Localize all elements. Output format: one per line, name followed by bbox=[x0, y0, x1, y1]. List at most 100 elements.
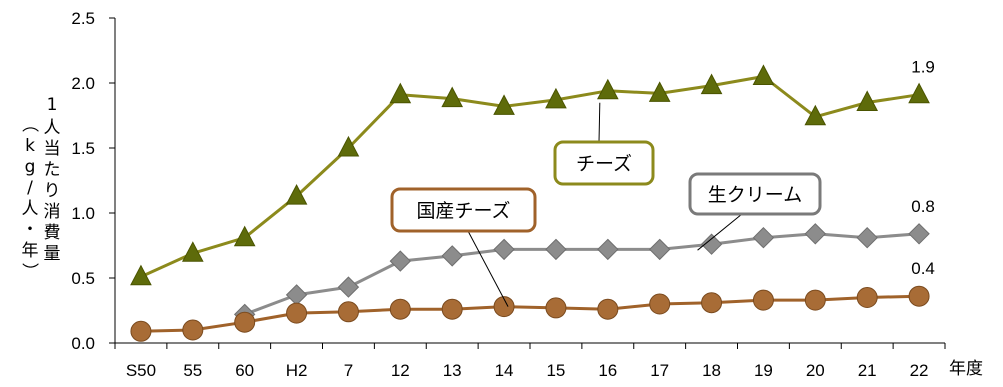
x-tick-label: 7 bbox=[344, 361, 353, 380]
data-point bbox=[130, 264, 152, 286]
y-tick-label: 2.5 bbox=[71, 9, 95, 28]
data-point bbox=[389, 250, 412, 272]
y-unit-char: / bbox=[27, 178, 33, 198]
callout-leader bbox=[697, 213, 743, 251]
data-point bbox=[752, 289, 774, 311]
y-unit-char: g bbox=[25, 157, 36, 177]
data-point bbox=[597, 238, 619, 261]
data-point bbox=[597, 298, 619, 320]
data-point bbox=[804, 289, 826, 311]
x-tick-label: 12 bbox=[391, 361, 410, 380]
y-tick-label: 0.5 bbox=[71, 269, 95, 288]
y-axis-unit-label: （ kg/人・年 ） bbox=[19, 116, 39, 280]
data-point bbox=[441, 245, 463, 267]
data-point bbox=[389, 82, 412, 104]
data-point bbox=[233, 225, 256, 247]
y-title-char: 当 bbox=[44, 139, 61, 159]
data-point bbox=[545, 87, 567, 109]
data-point bbox=[285, 184, 308, 205]
x-tick-label: 20 bbox=[806, 361, 825, 380]
series-callout: 生クリーム bbox=[688, 172, 822, 251]
end-value-label: 1.9 bbox=[911, 58, 935, 77]
legend-label: 生クリーム bbox=[708, 184, 802, 206]
data-point bbox=[700, 73, 723, 95]
data-point bbox=[545, 238, 567, 261]
callout-box bbox=[390, 187, 537, 233]
x-tick-label: 60 bbox=[235, 361, 254, 380]
data-point bbox=[545, 297, 567, 319]
data-point bbox=[182, 319, 204, 341]
data-point bbox=[285, 284, 308, 306]
y-unit-char: 人 bbox=[22, 199, 39, 219]
data-point bbox=[649, 293, 671, 315]
y-unit-char: 年 bbox=[22, 241, 39, 261]
x-tick-label: 22 bbox=[910, 361, 929, 380]
legend-label: 国産チーズ bbox=[416, 200, 510, 222]
callout-box bbox=[688, 172, 822, 216]
x-tick-label: 21 bbox=[858, 361, 877, 380]
y-title-char: た bbox=[44, 160, 61, 180]
y-title-char: 消 bbox=[44, 202, 61, 222]
y-title-char: り bbox=[44, 181, 61, 201]
data-point bbox=[493, 296, 515, 318]
series-callout: チーズ bbox=[553, 102, 655, 186]
data-point bbox=[856, 90, 879, 111]
callout-leader bbox=[467, 230, 509, 307]
data-point bbox=[181, 241, 204, 262]
data-point bbox=[908, 223, 930, 245]
data-point bbox=[804, 223, 827, 245]
x-tick-label: 13 bbox=[443, 361, 462, 380]
x-tick-label: S50 bbox=[126, 361, 156, 380]
data-point bbox=[286, 302, 308, 324]
data-point bbox=[596, 78, 619, 100]
callout-box bbox=[553, 140, 655, 186]
data-point bbox=[493, 94, 515, 115]
series-2: 0.4 bbox=[130, 259, 935, 342]
data-point bbox=[804, 104, 827, 126]
y-tick-label: 2.0 bbox=[71, 74, 95, 93]
x-tick-label: 17 bbox=[650, 361, 669, 380]
y-title-char: 1 bbox=[47, 95, 58, 115]
data-point bbox=[648, 238, 671, 261]
data-point bbox=[441, 298, 463, 320]
series-0: 1.9 bbox=[130, 58, 935, 286]
data-point bbox=[752, 64, 775, 85]
x-tick-label: 55 bbox=[183, 361, 202, 380]
y-unit-char: ） bbox=[19, 263, 39, 280]
y-tick-label: 1.5 bbox=[71, 139, 95, 158]
x-tick-label: 18 bbox=[702, 361, 721, 380]
x-tick-label: 19 bbox=[754, 361, 773, 380]
data-point bbox=[441, 86, 464, 108]
y-tick-label: 0.0 bbox=[71, 334, 95, 353]
legend-label: チーズ bbox=[576, 153, 632, 175]
series-line bbox=[140, 294, 920, 333]
data-point bbox=[337, 276, 360, 298]
y-unit-char: （ bbox=[19, 116, 39, 133]
data-point bbox=[700, 233, 723, 255]
data-point bbox=[493, 238, 515, 261]
series-1: 0.8 bbox=[233, 197, 935, 326]
data-point bbox=[908, 285, 930, 307]
data-point bbox=[856, 226, 878, 249]
x-tick-label: 15 bbox=[546, 361, 565, 380]
y-unit-char: k bbox=[25, 136, 35, 156]
callout-leader bbox=[598, 102, 601, 143]
axes: 0.0 0.5 1.0 1.5 2.0 2.5 S50 55 60 H2 7 12 13 14 15 16 17… bbox=[71, 9, 946, 380]
data-point bbox=[701, 292, 723, 314]
end-value-label: 0.8 bbox=[911, 197, 935, 216]
y-unit-char: ・ bbox=[22, 220, 39, 240]
y-title-char: 量 bbox=[44, 244, 61, 264]
data-point bbox=[130, 320, 152, 342]
series-callout: 国産チーズ bbox=[390, 187, 537, 307]
data-point bbox=[856, 287, 878, 308]
end-value-label: 0.4 bbox=[911, 259, 935, 278]
x-tick-label: H2 bbox=[286, 361, 308, 380]
data-point bbox=[752, 226, 775, 249]
x-tick-label: 16 bbox=[598, 361, 617, 380]
series-layer: 0.8 0.4 1.9 bbox=[130, 58, 935, 342]
x-axis-label: 年度 bbox=[949, 359, 983, 378]
data-point bbox=[389, 298, 411, 320]
